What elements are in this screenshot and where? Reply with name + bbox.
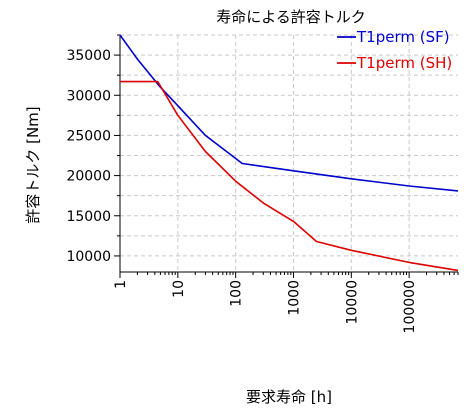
y-tick-label: 10000 — [66, 249, 111, 265]
y-axis-label: 許容トルク [Nm] — [24, 106, 42, 223]
x-axis-label: 要求寿命 [h] — [246, 388, 332, 406]
x-tick-label: 1000 — [286, 280, 302, 316]
y-tick-label: 25000 — [66, 128, 111, 144]
x-tick-label: 1 — [113, 280, 129, 289]
y-tick-label: 30000 — [66, 88, 111, 104]
chart-title: 寿命による許容トルク — [216, 8, 366, 26]
grid — [120, 34, 458, 272]
legend: T1perm (SF) T1perm (SH) — [337, 28, 452, 72]
x-tick-label: 100000 — [402, 280, 418, 333]
series-line — [119, 34, 459, 192]
x-axis: 1 10 100 1000 10000 100000 — [113, 272, 459, 333]
x-tick-label: 10 — [171, 280, 187, 298]
x-tick-label: 100 — [229, 280, 245, 307]
y-tick-label: 35000 — [66, 48, 111, 64]
legend-label: T1perm (SF) — [356, 28, 450, 46]
legend-label: T1perm (SH) — [356, 54, 452, 72]
series-lines — [119, 34, 459, 272]
y-axis: 10000 15000 20000 25000 30000 35000 — [66, 34, 120, 265]
y-tick-label: 20000 — [66, 169, 111, 185]
series-line — [120, 80, 459, 272]
x-tick-label: 10000 — [344, 280, 360, 325]
y-tick-label: 15000 — [66, 209, 111, 225]
plot-frame — [119, 35, 458, 273]
